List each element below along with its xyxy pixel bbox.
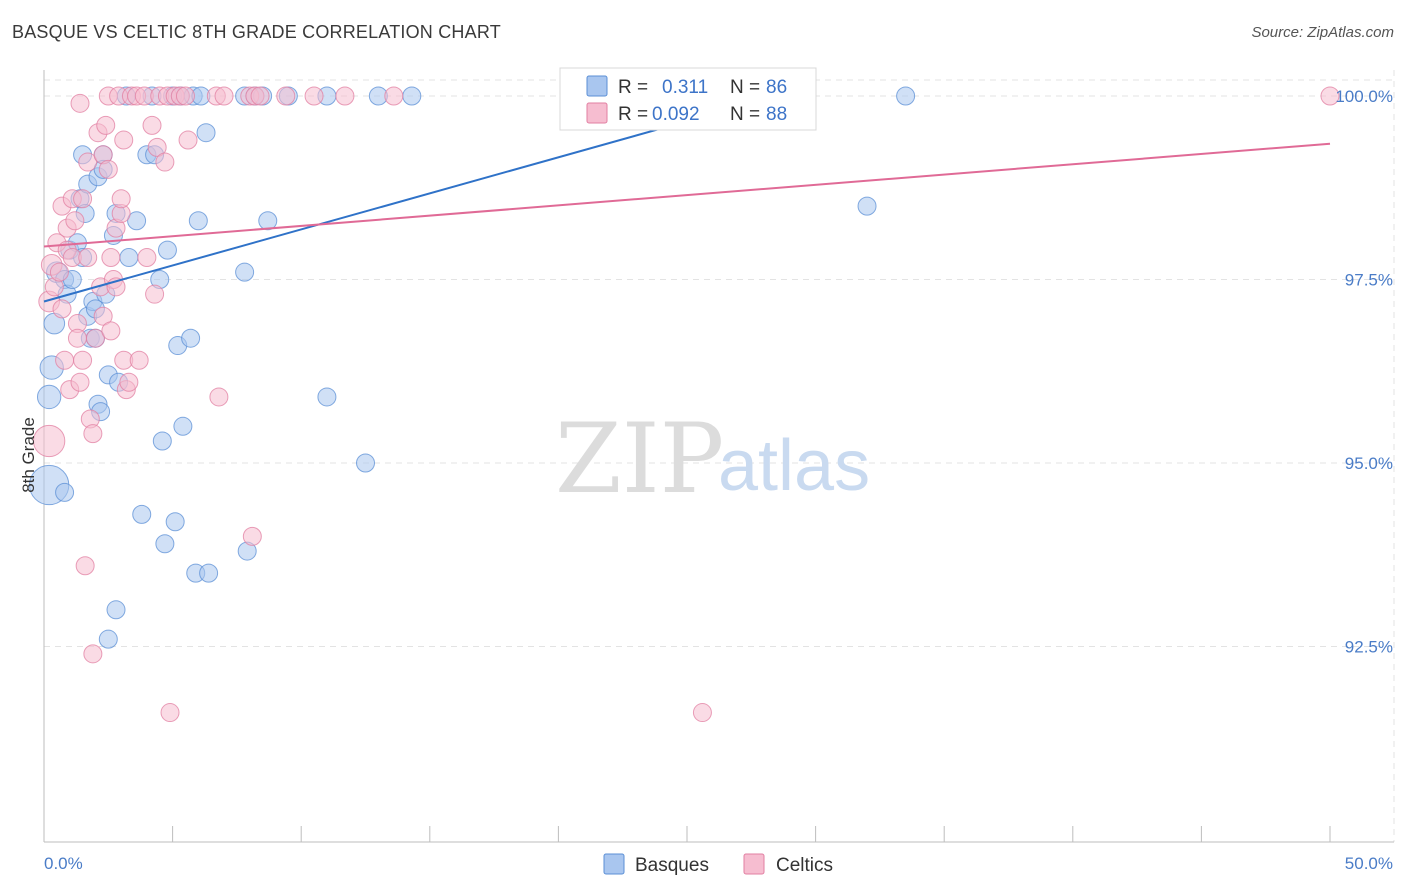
watermark-atlas: atlas [718,426,870,506]
basques-point [857,196,877,216]
basques-point [119,247,139,267]
celtics-point [96,115,116,135]
basques-point [157,240,177,260]
celtics-point [101,321,121,341]
chart-title: BASQUE VS CELTIC 8TH GRADE CORRELATION C… [12,22,501,42]
celtics-point [32,424,66,458]
celtics-point [98,159,118,179]
celtics-point [83,424,103,444]
celtics-point [93,306,113,326]
basques-point [181,328,201,348]
basques-point [165,512,185,532]
stats-legend-r-label: R = [618,77,648,98]
celtics-point [147,137,167,157]
legend-label-basques: Basques [635,855,709,876]
legend-swatch-celtics [743,853,765,875]
stats-legend: R = 0.311 N = 86 R = 0.092 N = 88 [559,67,817,131]
basques-point [132,504,152,524]
basques-point [235,262,255,282]
stats-legend-n-label: N = [730,104,760,125]
celtics-point [52,299,72,319]
celtics-point [276,86,296,106]
basques-point [173,416,193,436]
celtics-points [32,86,1340,723]
basques-point [98,629,118,649]
y-axis-title: 8th Grade [19,417,38,493]
celtics-point [73,189,93,209]
basques-point [258,211,278,231]
stats-legend-r-value: 0.092 [652,104,700,125]
celtics-point [83,644,103,664]
celtics-point [304,86,324,106]
y-tick-label: 95.0% [1345,454,1393,473]
basques-point [196,123,216,143]
celtics-point [75,556,95,576]
celtics-point [384,86,404,106]
celtics-point [155,152,175,172]
stats-legend-r-label: R = [618,104,648,125]
celtics-point [335,86,355,106]
celtics-point [209,387,229,407]
stats-legend-r-value: 0.311 [662,77,708,98]
y-tick-label: 97.5% [1345,271,1393,290]
celtics-point [160,703,180,723]
basques-point [152,431,172,451]
celtics-point [111,189,131,209]
watermark: ZIP atlas [555,403,870,515]
stats-legend-n-value: 86 [766,77,787,98]
celtics-point [145,284,165,304]
celtics-point [137,247,157,267]
basques-point [36,384,62,410]
stats-legend-n-label: N = [730,77,760,98]
celtics-point [101,247,121,267]
celtics-trend-line [43,142,1331,248]
basques-point [402,86,422,106]
celtics-point [78,247,98,267]
celtics-point [142,115,162,135]
celtics-point [55,350,75,370]
stats-legend-swatch-basques [586,75,608,97]
basques-point [155,534,175,554]
x-tick-label: 50.0% [1345,854,1393,873]
source-credit: Source: ZipAtlas.com [1251,24,1394,41]
celtics-point [242,526,262,546]
celtics-point [78,152,98,172]
celtics-point [65,211,85,231]
basques-point [55,482,75,502]
tick-labels: 92.5% 95.0% 97.5% 100.0% 0.0% 50.0% [44,87,1393,873]
basques-point [199,563,219,583]
celtics-point [129,350,149,370]
stats-legend-n-value: 88 [766,104,787,125]
celtics-point [49,262,69,282]
x-tick-label: 0.0% [44,854,83,873]
legend-swatch-basques [603,853,625,875]
celtics-point [178,130,198,150]
celtics-point [119,372,139,392]
series-legend: Basques Celtics [603,853,833,876]
legend-label-celtics: Celtics [776,855,833,876]
celtics-point [85,328,105,348]
celtics-point [214,86,234,106]
celtics-point [250,86,270,106]
basques-point [317,387,337,407]
basques-point [356,453,375,473]
basques-point [188,211,208,231]
watermark-zip: ZIP [555,403,724,515]
celtics-point [67,328,87,348]
celtics-point [70,372,90,392]
basques-point [106,600,126,620]
stats-legend-swatch-celtics [586,102,608,124]
celtics-point [175,86,195,106]
basques-point [896,86,916,106]
y-tick-label: 100.0% [1335,87,1393,106]
celtics-point [1320,86,1340,106]
celtics-point [692,703,712,723]
y-tick-label: 92.5% [1345,638,1393,657]
basques-point [127,211,147,231]
celtics-point [70,93,90,113]
celtics-point [73,350,93,370]
celtics-point [114,130,134,150]
